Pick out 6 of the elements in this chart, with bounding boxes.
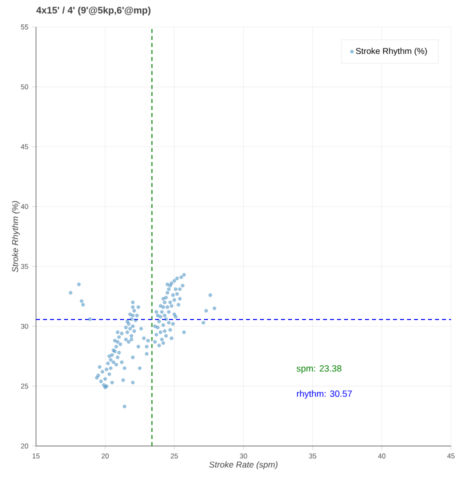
- legend-label: Stroke Rhythm (%): [356, 48, 427, 56]
- chart-title: 4x15' / 4' (9'@5kp,6'@mp): [36, 6, 150, 16]
- annotation: spm: 23.38: [296, 365, 342, 374]
- x-axis-title: Stroke Rate (spm): [209, 461, 278, 470]
- y-axis-title: Stroke Rhythm (%): [12, 201, 20, 272]
- annotation: rhythm: 30.57: [296, 390, 352, 399]
